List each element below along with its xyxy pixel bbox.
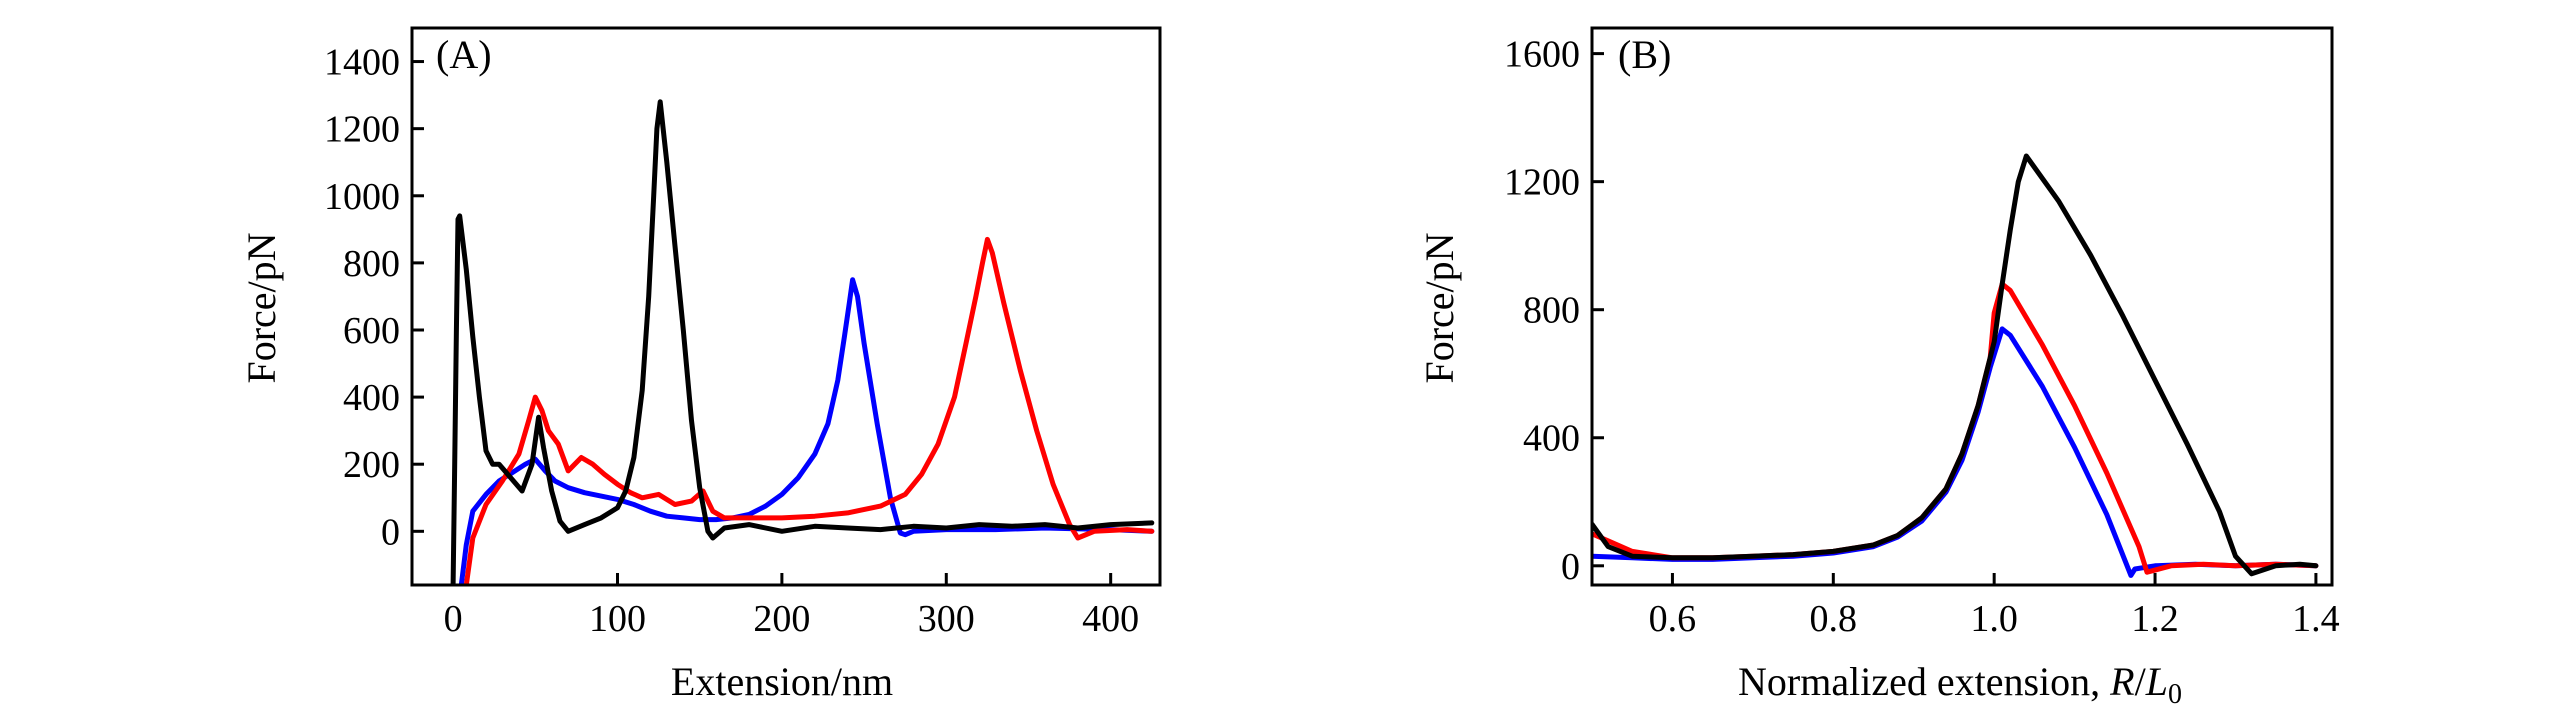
panel-a-plot-lines — [450, 99, 1155, 585]
panel-a-frame — [410, 26, 1162, 587]
panel-b-y-tick-label: 800 — [1523, 290, 1580, 332]
panel-a-x-tick-label: 200 — [753, 598, 810, 640]
panel-b-x-axis-title: Normalized extension, R/L0 — [1738, 659, 2182, 709]
panel-b-series-1-line — [1592, 326, 2319, 578]
panel-b-x-axis-title-subscript: 0 — [2168, 679, 2182, 709]
panel-b-y-tick-label: 0 — [1561, 546, 1580, 588]
panel-b-x-axis-title-l: L — [2145, 659, 2168, 704]
panel-b-y-tick-label: 400 — [1523, 418, 1580, 460]
panel-a-series-1-line — [458, 277, 1155, 585]
panel-a-y-tick-label: 1400 — [324, 42, 400, 84]
panel-b-ticks: 0.6 0.8 1.0 1.2 1.4 0 400 800 1200 1600 — [1504, 34, 2340, 640]
panel-b-x-tick-label: 1.4 — [2292, 598, 2340, 640]
panel-a-y-axis-title: Force/pN — [239, 232, 284, 383]
panel-b-x-tick-label: 0.8 — [1810, 598, 1858, 640]
panel-a: 0 100 200 300 400 0 200 400 600 800 1000 1200 1400 (… — [239, 26, 1162, 704]
panel-a-label: (A) — [436, 32, 492, 77]
panel-b-series-3-line — [1592, 153, 2319, 577]
panel-b-x-axis-title-r: R — [2109, 659, 2134, 704]
panel-a-x-axis-title: Extension/nm — [671, 659, 893, 704]
panel-a-y-tick-label: 0 — [381, 511, 400, 553]
panel-a-y-tick-label: 800 — [343, 243, 400, 285]
panel-a-x-tick-label: 100 — [589, 598, 646, 640]
panel-b-frame — [1590, 26, 2334, 587]
panel-a-series-3-line — [450, 99, 1155, 585]
panel-a-x-tick-label: 400 — [1082, 598, 1139, 640]
panel-a-ticks: 0 100 200 300 400 0 200 400 600 800 1000 1200 1400 — [324, 42, 1139, 640]
panel-b-y-tick-label: 1200 — [1504, 162, 1580, 204]
panel-a-y-tick-label: 1000 — [324, 176, 400, 218]
panel-b-y-axis-title: Force/pN — [1417, 232, 1462, 383]
panel-b-series-2-line — [1592, 281, 2319, 575]
panel-b-x-axis-title-text: Normalized extension, — [1738, 659, 2110, 704]
panel-a-x-tick-label: 0 — [444, 598, 463, 640]
panel-b-label: (B) — [1618, 32, 1671, 77]
panel-a-series-2-line — [463, 236, 1155, 585]
panel-b-y-tick-label: 1600 — [1504, 34, 1580, 76]
panel-a-y-tick-label: 1200 — [324, 109, 400, 151]
panel-b: 0.6 0.8 1.0 1.2 1.4 0 400 800 1200 1600 (B) Norma… — [1417, 26, 2340, 709]
panel-b-x-tick-label: 1.2 — [2131, 598, 2179, 640]
panel-a-y-tick-label: 400 — [343, 377, 400, 419]
panel-a-y-tick-label: 200 — [343, 444, 400, 486]
panel-b-x-axis-title-slash: / — [2135, 659, 2147, 704]
panel-b-plot-lines — [1592, 153, 2319, 578]
panel-b-x-tick-label: 0.6 — [1649, 598, 1697, 640]
panel-a-x-tick-label: 300 — [918, 598, 975, 640]
panel-a-y-tick-label: 600 — [343, 310, 400, 352]
panel-b-x-tick-label: 1.0 — [1970, 598, 2018, 640]
